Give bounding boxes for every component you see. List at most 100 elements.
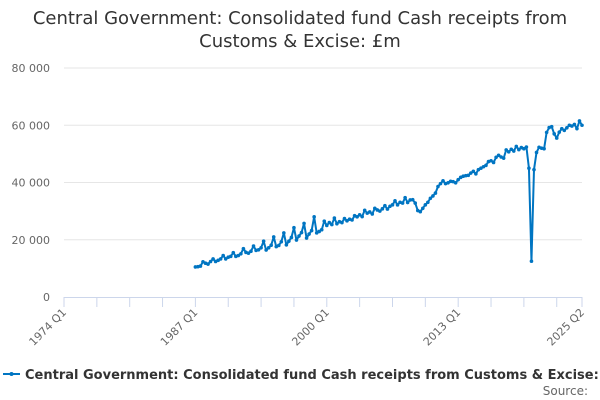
data-point xyxy=(453,180,458,185)
x-tick-label: 1974 Q1 xyxy=(27,306,70,349)
data-point xyxy=(431,194,435,198)
data-point xyxy=(413,201,418,205)
data-point xyxy=(544,130,549,135)
data-point xyxy=(276,243,281,248)
data-point xyxy=(319,227,324,232)
data-point xyxy=(494,155,498,160)
data-point xyxy=(509,147,514,152)
data-point xyxy=(474,172,478,176)
y-tick-label: 40 000 xyxy=(12,177,51,190)
data-point xyxy=(438,181,443,186)
data-point xyxy=(575,126,579,131)
data-point xyxy=(221,253,225,258)
data-point xyxy=(317,229,322,234)
chart-title-line-1: Central Government: Consolidated fund Ca… xyxy=(33,8,567,29)
data-point xyxy=(251,244,256,248)
data-point xyxy=(340,220,344,225)
data-point xyxy=(309,228,314,233)
data-point xyxy=(385,207,390,211)
data-point xyxy=(421,206,425,211)
data-point xyxy=(570,124,574,128)
data-point xyxy=(466,173,471,178)
data-point xyxy=(342,216,347,221)
data-point xyxy=(390,203,395,207)
data-point xyxy=(355,215,359,219)
data-point xyxy=(259,245,263,250)
data-point xyxy=(418,209,423,214)
data-point xyxy=(256,247,261,252)
data-point xyxy=(269,243,274,247)
x-tick-label: 2000 Q1 xyxy=(289,306,332,349)
data-point xyxy=(554,136,559,140)
data-point xyxy=(239,251,243,256)
legend[interactable]: Central Government: Consolidated fund Ca… xyxy=(3,368,600,383)
data-point xyxy=(282,231,286,235)
data-point xyxy=(206,262,210,266)
chart-title-line-2: Customs & Excise: £m xyxy=(199,31,401,52)
data-point xyxy=(549,124,554,129)
data-point xyxy=(362,208,367,213)
data-point xyxy=(532,167,536,172)
data-point xyxy=(557,130,562,134)
data-point xyxy=(378,209,382,213)
data-point xyxy=(261,239,266,243)
data-point xyxy=(501,156,506,160)
data-point xyxy=(335,221,339,226)
data-point xyxy=(299,230,304,235)
gridlines xyxy=(64,67,582,241)
data-point xyxy=(332,216,337,220)
data-point xyxy=(410,197,415,202)
data-point xyxy=(559,126,564,131)
data-point xyxy=(400,201,405,205)
data-point xyxy=(514,144,519,149)
data-point xyxy=(249,249,253,253)
data-point xyxy=(577,119,582,123)
data-point xyxy=(246,251,251,256)
data-point xyxy=(236,253,241,258)
data-point xyxy=(524,145,529,149)
data-point xyxy=(324,223,329,228)
data-point xyxy=(228,254,233,259)
x-tick-label: 1987 Q1 xyxy=(158,306,201,349)
data-point xyxy=(357,213,362,217)
data-point xyxy=(330,222,334,227)
data-point xyxy=(297,234,301,238)
data-point xyxy=(304,236,309,240)
data-point xyxy=(441,178,445,183)
data-point xyxy=(271,235,276,239)
data-point xyxy=(552,132,557,136)
data-point xyxy=(211,257,215,261)
data-point xyxy=(496,153,501,158)
data-point xyxy=(484,163,488,168)
data-point xyxy=(307,232,311,236)
data-point xyxy=(456,177,460,182)
data-point xyxy=(370,212,375,216)
data-point xyxy=(393,199,397,203)
data-point xyxy=(469,171,473,175)
data-point xyxy=(380,207,385,211)
data-point xyxy=(405,200,410,205)
data-point xyxy=(522,146,526,151)
data-point xyxy=(367,210,372,214)
data-point xyxy=(527,166,531,170)
data-point xyxy=(565,126,569,130)
data-point xyxy=(198,264,203,268)
y-tick-label: 20 000 xyxy=(12,234,51,247)
data-point xyxy=(264,248,268,252)
data-point xyxy=(279,239,284,244)
data-point xyxy=(322,219,327,223)
data-point xyxy=(580,123,584,128)
data-point xyxy=(534,150,539,155)
data-point xyxy=(491,160,496,165)
data-point xyxy=(218,257,223,261)
data-point xyxy=(289,235,294,240)
data-point xyxy=(403,195,407,200)
y-tick-label: 60 000 xyxy=(12,119,51,132)
y-tick-label: 80 000 xyxy=(12,62,51,75)
data-point xyxy=(294,238,299,242)
x-tick-label: 2013 Q1 xyxy=(421,306,464,349)
data-point xyxy=(562,128,567,133)
data-point xyxy=(231,250,236,255)
data-point xyxy=(284,243,289,247)
